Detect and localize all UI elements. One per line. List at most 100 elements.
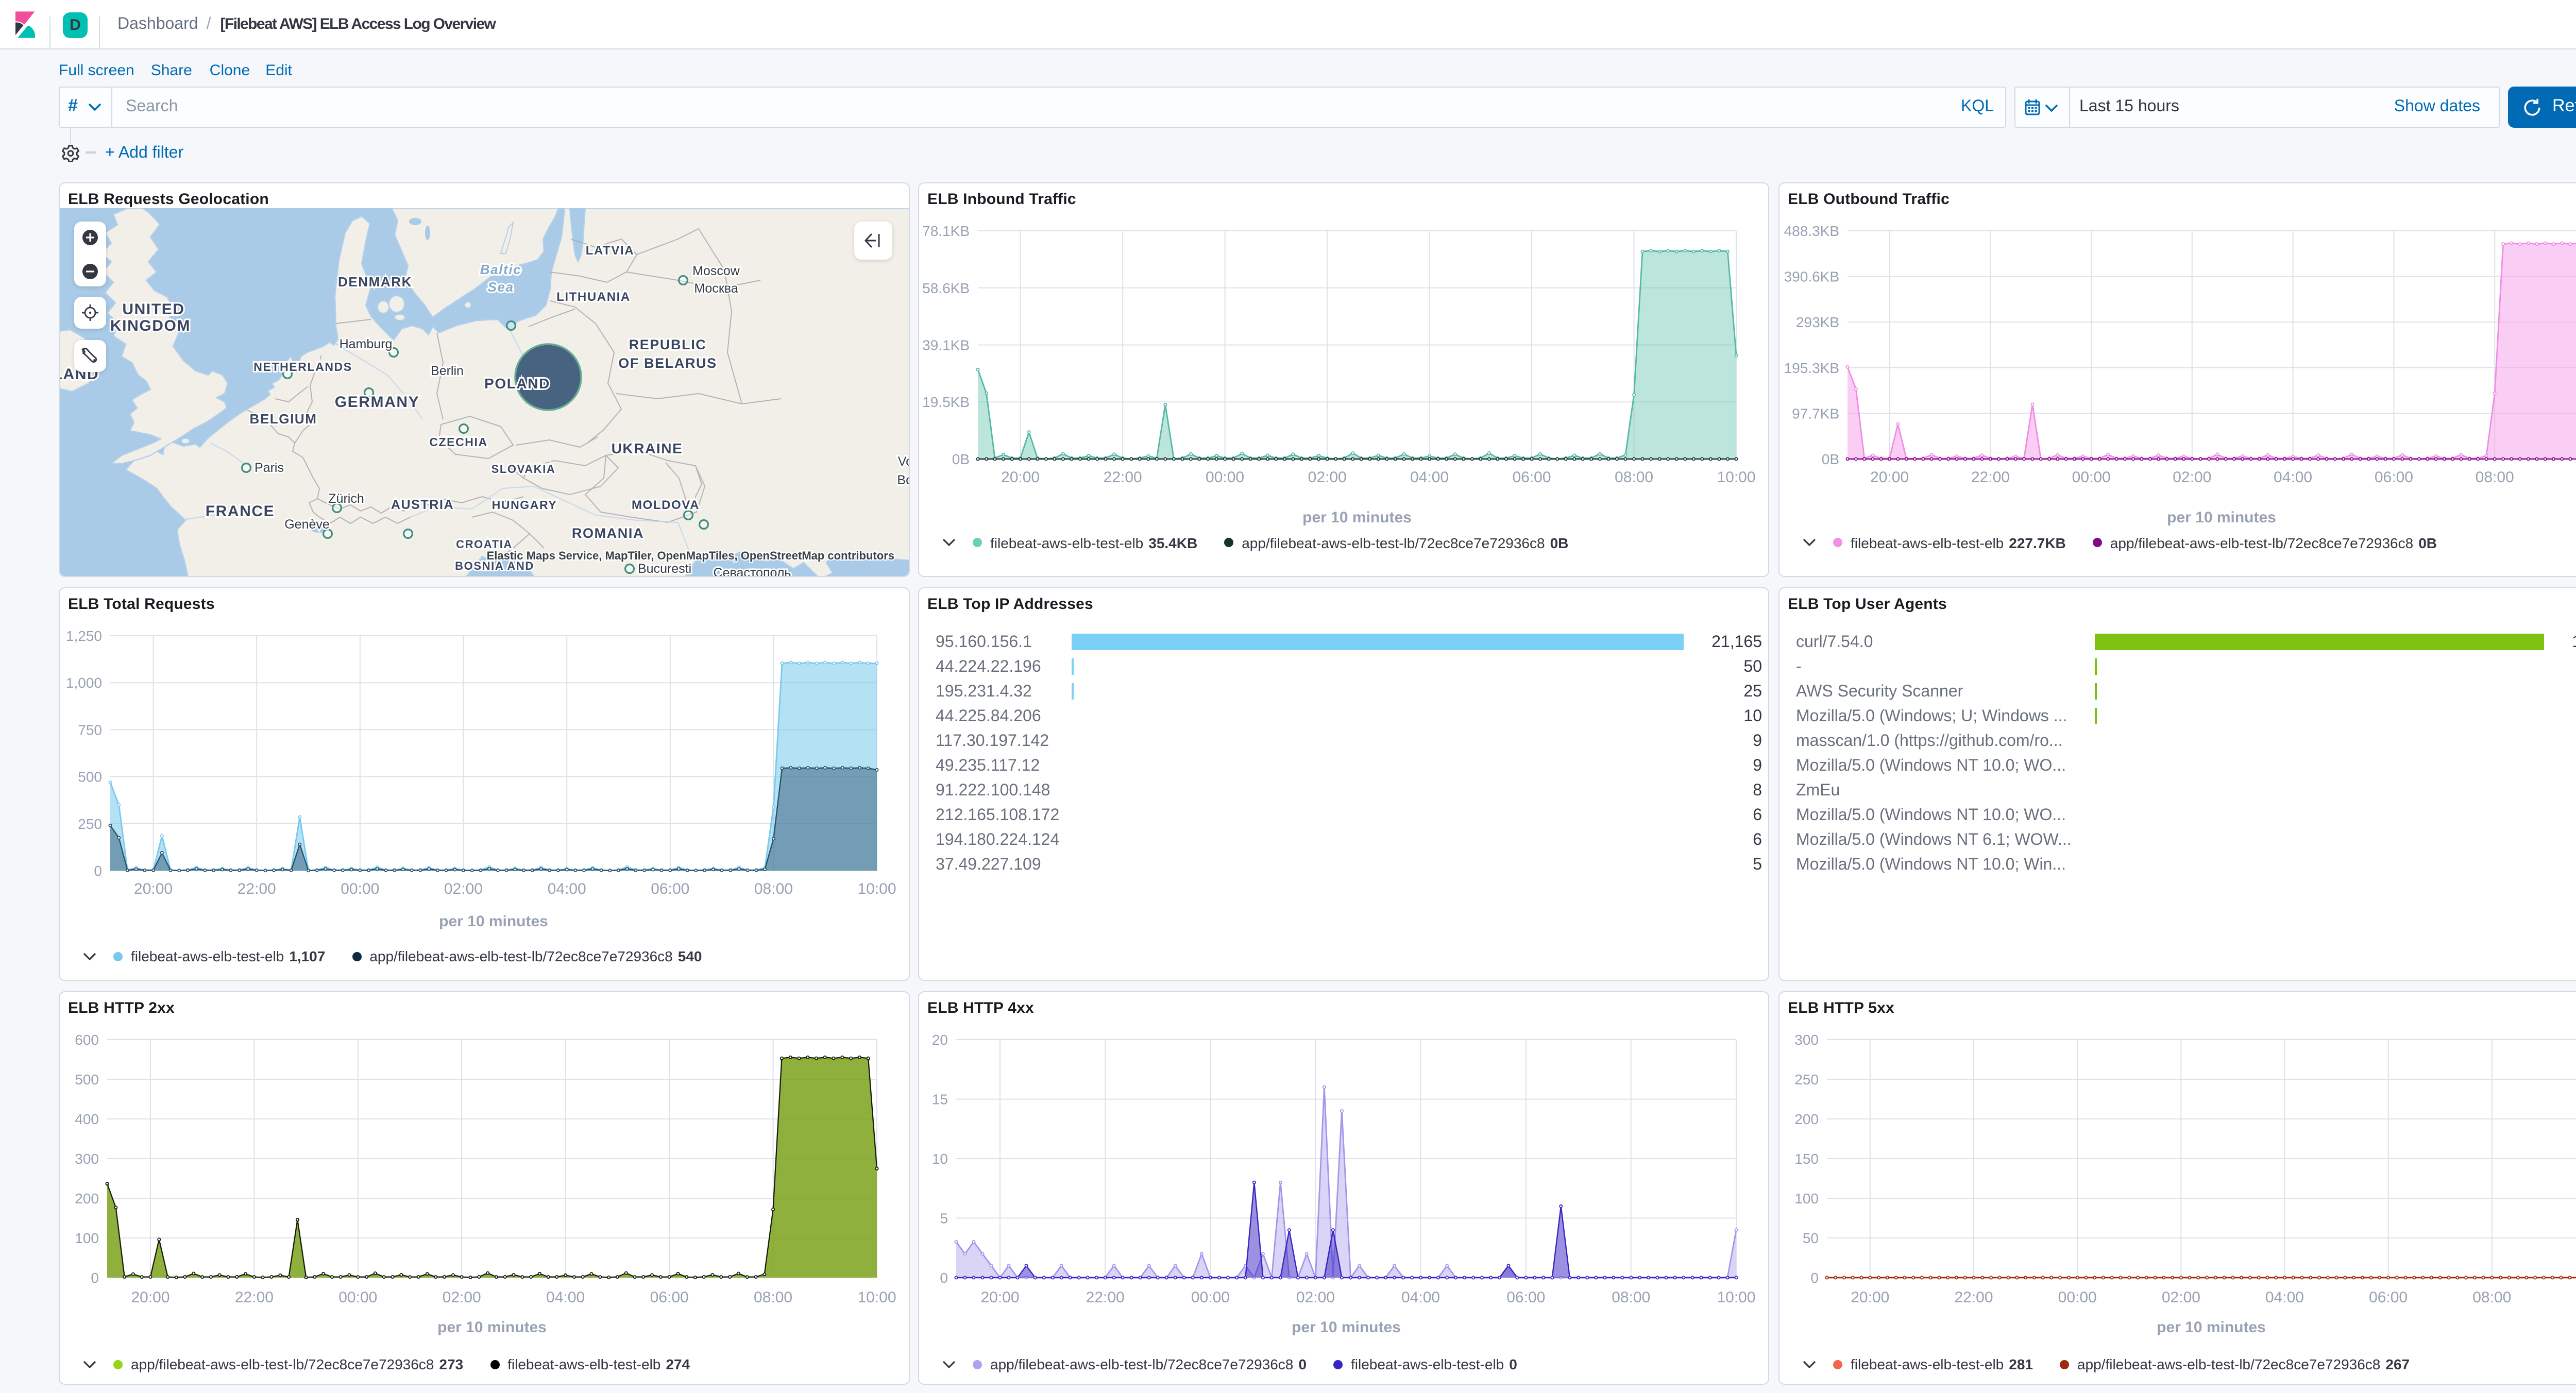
svg-text:Berlin: Berlin [431,363,464,378]
svg-text:0: 0 [940,1270,948,1286]
svg-text:600: 600 [75,1032,99,1048]
svg-text:08:00: 08:00 [2472,1289,2511,1306]
svg-text:293KB: 293KB [1796,314,1839,330]
svg-text:04:00: 04:00 [548,880,586,897]
svg-text:00:00: 00:00 [2058,1289,2097,1306]
svg-text:UKRAINE: UKRAINE [612,440,683,456]
svg-text:500: 500 [75,1072,99,1088]
svg-text:0B: 0B [1822,451,1839,467]
svg-text:488.3KB: 488.3KB [1784,223,1839,239]
svg-text:NETHERLANDS: NETHERLANDS [253,360,352,373]
svg-text:REPUBLIC: REPUBLIC [629,336,707,352]
svg-text:02:00: 02:00 [2173,468,2211,485]
svg-text:Paris: Paris [255,460,284,474]
svg-text:AUSTRIA: AUSTRIA [391,497,454,512]
svg-text:Zürich: Zürich [328,491,364,505]
svg-text:22:00: 22:00 [1104,468,1142,485]
svg-text:Genève: Genève [284,517,330,531]
svg-text:FRANCE: FRANCE [206,502,275,519]
svg-text:OF BELARUS: OF BELARUS [618,355,717,370]
svg-text:200: 200 [1794,1111,1819,1127]
svg-text:10:00: 10:00 [857,1289,896,1306]
svg-text:Baltic: Baltic [480,261,521,277]
svg-text:CZECHIA: CZECHIA [429,435,487,448]
svg-text:per 10 minutes: per 10 minutes [2167,508,2276,525]
svg-text:04:00: 04:00 [2274,468,2312,485]
svg-text:300: 300 [1794,1032,1819,1048]
svg-text:10:00: 10:00 [857,880,896,897]
svg-text:20: 20 [932,1032,948,1048]
svg-text:5: 5 [940,1210,948,1226]
svg-text:22:00: 22:00 [238,880,276,897]
svg-text:97.7KB: 97.7KB [1792,405,1839,421]
svg-text:LATVIA: LATVIA [586,243,634,257]
svg-text:BELGIUM: BELGIUM [249,411,317,426]
svg-text:06:00: 06:00 [2369,1289,2408,1306]
svg-text:1,000: 1,000 [66,675,102,691]
svg-text:0: 0 [1810,1270,1819,1286]
svg-text:02:00: 02:00 [1308,468,1347,485]
svg-text:CROATIA: CROATIA [456,537,513,550]
svg-text:250: 250 [1794,1072,1819,1088]
svg-text:per 10 minutes: per 10 minutes [439,913,548,930]
svg-text:06:00: 06:00 [2375,468,2413,485]
svg-text:22:00: 22:00 [1971,468,2010,485]
svg-text:1,250: 1,250 [66,628,102,644]
svg-text:00:00: 00:00 [2072,468,2111,485]
svg-text:0: 0 [94,863,102,879]
svg-text:Bo: Bo [897,472,910,487]
svg-text:20:00: 20:00 [134,880,173,897]
svg-text:UNITED: UNITED [122,300,184,317]
svg-text:per 10 minutes: per 10 minutes [437,1319,547,1336]
svg-text:MOLDOVA: MOLDOVA [632,498,700,512]
svg-text:08:00: 08:00 [754,1289,792,1306]
svg-text:KINGDOM: KINGDOM [110,317,191,334]
svg-text:00:00: 00:00 [1206,468,1244,485]
svg-text:0B: 0B [952,451,970,467]
svg-text:300: 300 [75,1151,99,1167]
svg-text:08:00: 08:00 [1612,1289,1650,1306]
svg-text:20:00: 20:00 [131,1289,170,1306]
svg-text:Hamburg: Hamburg [340,336,393,351]
svg-text:HUNGARY: HUNGARY [492,498,557,511]
svg-text:400: 400 [75,1111,99,1127]
svg-text:04:00: 04:00 [1401,1289,1440,1306]
svg-text:Москва: Москва [694,281,738,295]
svg-text:04:00: 04:00 [1410,468,1449,485]
svg-text:DENMARK: DENMARK [338,274,412,289]
svg-text:22:00: 22:00 [235,1289,274,1306]
svg-text:02:00: 02:00 [443,1289,481,1306]
svg-text:10:00: 10:00 [1717,1289,1755,1306]
svg-text:06:00: 06:00 [1506,1289,1545,1306]
svg-text:08:00: 08:00 [1615,468,1653,485]
svg-text:100: 100 [1794,1191,1819,1207]
svg-text:per 10 minutes: per 10 minutes [1292,1319,1401,1336]
svg-text:00:00: 00:00 [338,1289,377,1306]
svg-text:200: 200 [75,1191,99,1207]
svg-text:00:00: 00:00 [341,880,379,897]
svg-text:02:00: 02:00 [444,880,483,897]
svg-text:Bucuresti: Bucuresti [638,561,691,575]
svg-text:02:00: 02:00 [1296,1289,1335,1306]
svg-text:100: 100 [75,1230,99,1246]
svg-text:78.1KB: 78.1KB [922,223,970,239]
svg-text:10:00: 10:00 [1717,468,1755,485]
svg-text:LITHUANIA: LITHUANIA [556,290,631,303]
svg-text:08:00: 08:00 [2476,468,2514,485]
svg-text:04:00: 04:00 [2265,1289,2304,1306]
svg-text:250: 250 [78,816,102,832]
svg-text:POLAND: POLAND [484,375,550,391]
svg-text:04:00: 04:00 [546,1289,585,1306]
svg-text:390.6KB: 390.6KB [1784,268,1839,284]
svg-text:SLOVAKIA: SLOVAKIA [492,462,556,475]
svg-text:06:00: 06:00 [651,880,689,897]
svg-text:15: 15 [932,1092,948,1108]
svg-text:20:00: 20:00 [1851,1289,1889,1306]
svg-text:750: 750 [78,722,102,738]
svg-text:Moscow: Moscow [692,263,740,278]
svg-text:22:00: 22:00 [1086,1289,1125,1306]
svg-text:Vo: Vo [898,454,910,468]
svg-text:500: 500 [78,769,102,785]
svg-text:20:00: 20:00 [980,1289,1019,1306]
svg-text:19.5KB: 19.5KB [922,394,970,410]
